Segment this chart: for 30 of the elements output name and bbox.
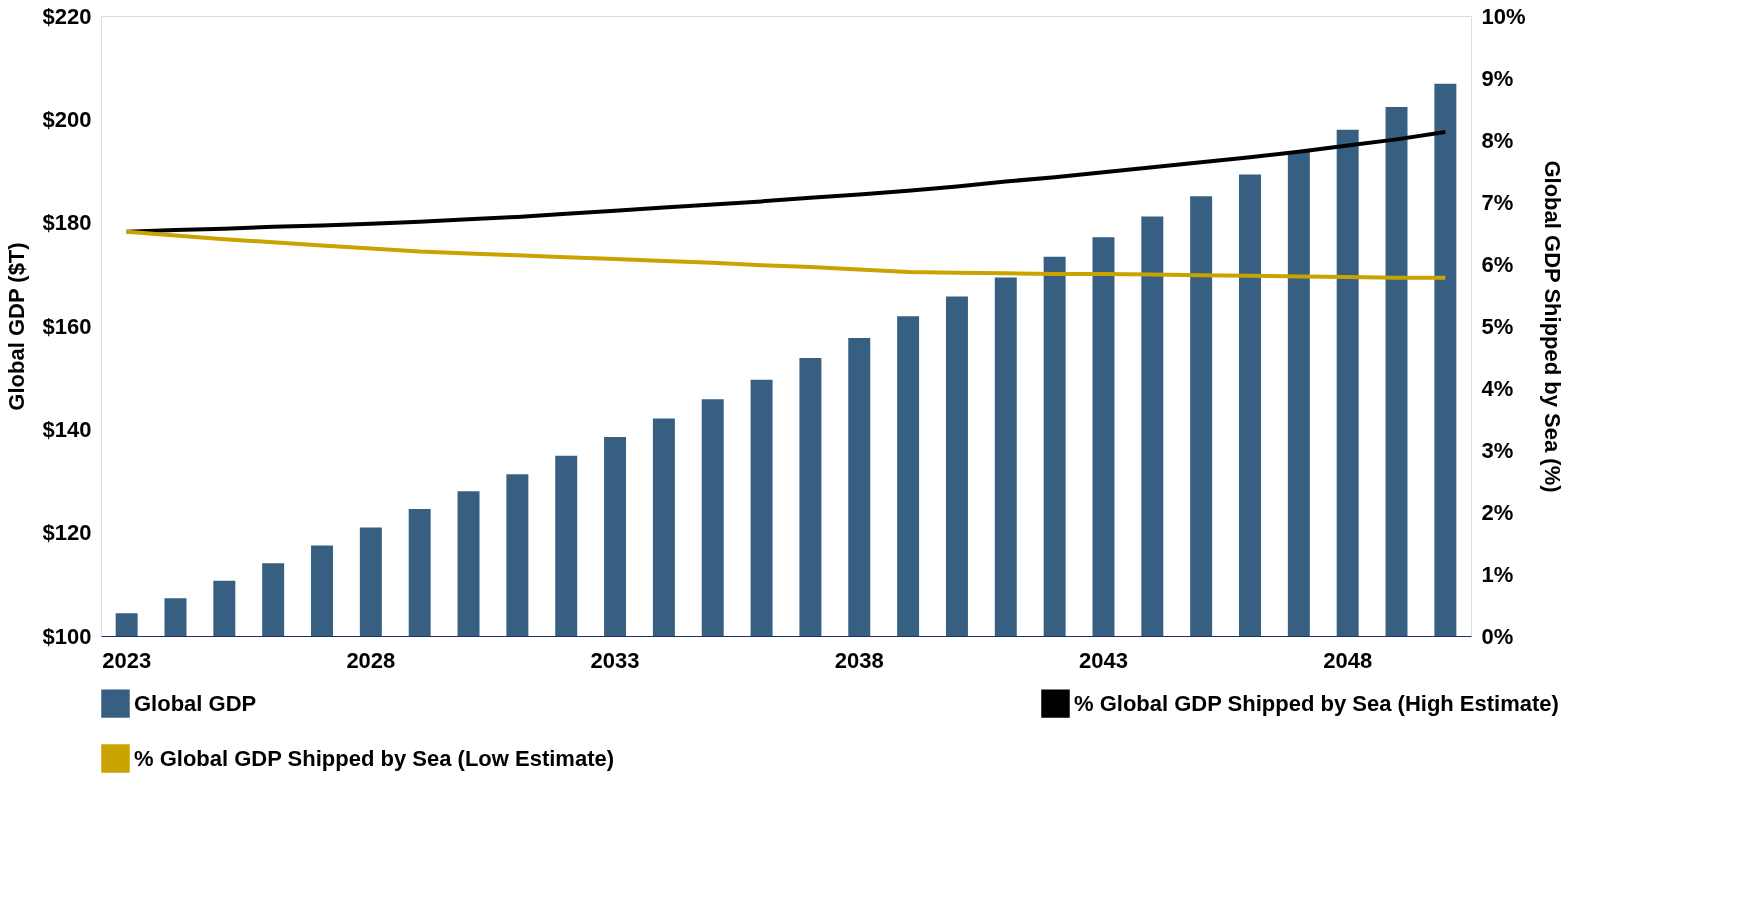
y-tick-label: $220: [42, 3, 92, 29]
legend-label: % Global GDP Shipped by Sea (High Estimate): [1074, 690, 1559, 716]
y2-tick-label: 0%: [1481, 623, 1514, 649]
y-tick-label: $160: [42, 313, 92, 339]
y2-tick-label: 7%: [1481, 189, 1514, 215]
legend-label: Global GDP: [134, 690, 257, 716]
y2-tick-label: 10%: [1481, 3, 1526, 29]
line-series: [124, 229, 1448, 280]
y-tick-label: $120: [42, 520, 92, 546]
y2-tick-label: 1%: [1481, 561, 1514, 587]
y2-tick-label: 8%: [1481, 127, 1514, 153]
y-tick-label: $200: [42, 106, 92, 132]
y-tick-label: $180: [42, 210, 92, 236]
y-tick-label: $140: [42, 416, 92, 442]
y2-tick-label: 4%: [1481, 375, 1514, 401]
y-tick-label: $100: [42, 623, 92, 649]
y2-tick-label: 5%: [1481, 313, 1514, 339]
y2-tick-label: 9%: [1481, 65, 1514, 91]
y2-axis-title: Global GDP Shipped by Sea (%): [1539, 160, 1565, 493]
x-tick-label: 2048: [1323, 647, 1373, 673]
y2-tick-label: 3%: [1481, 437, 1514, 463]
x-tick-label: 2023: [102, 647, 152, 673]
x-tick-label: 2043: [1078, 647, 1128, 673]
legend-label: % Global GDP Shipped by Sea (Low Estimate): [134, 745, 615, 771]
y-axis-title: Global GDP ($T): [3, 242, 29, 411]
y2-tick-label: 2%: [1481, 499, 1514, 525]
x-tick-label: 2038: [834, 647, 884, 673]
x-tick-label: 2028: [346, 647, 396, 673]
x-tick-label: 2033: [590, 647, 640, 673]
y2-tick-label: 6%: [1481, 251, 1514, 277]
